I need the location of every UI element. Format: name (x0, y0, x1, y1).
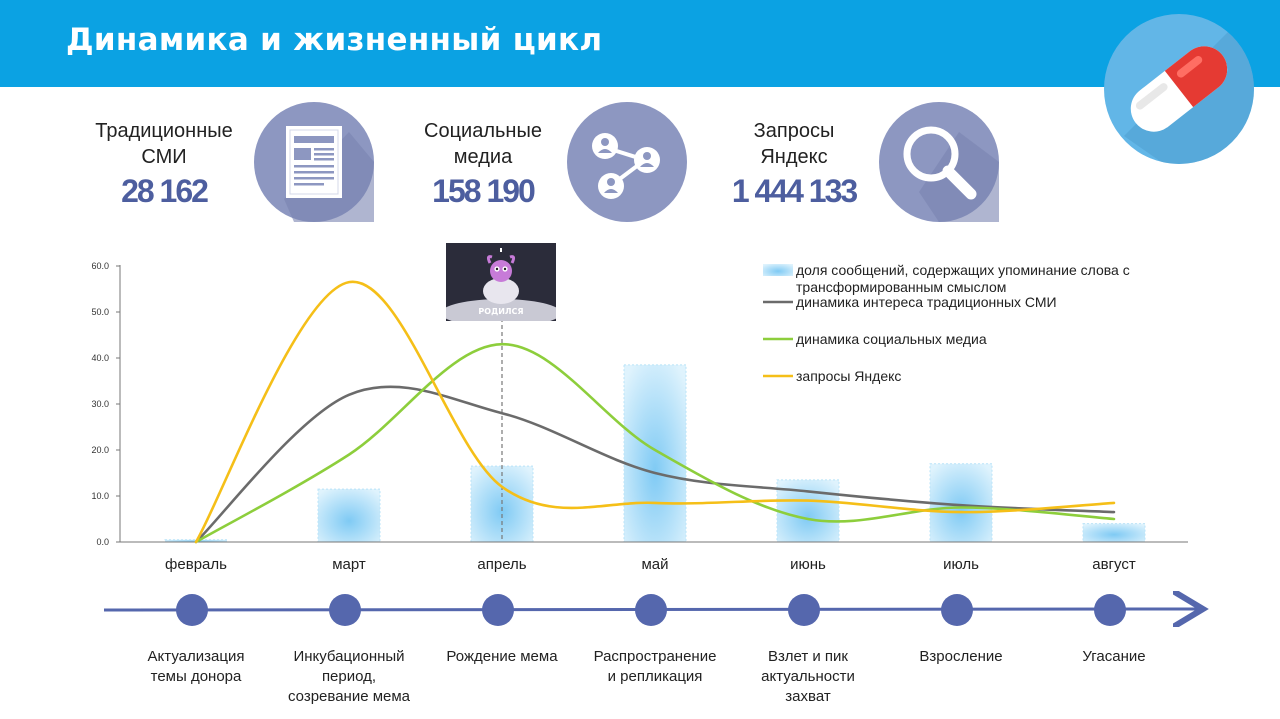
stat-label: медиа (453, 146, 513, 168)
y-tick-label: 0.0 (96, 537, 109, 547)
meme-caption: РОДИЛСЯ (478, 307, 524, 316)
legend: доля сообщений, содержащих упоминание сл… (763, 262, 1130, 384)
legend-label: доля сообщений, содержащих упоминание сл… (796, 262, 1130, 278)
timeline-node (635, 594, 667, 626)
stage-label: период, (322, 668, 376, 685)
newspaper-icon (254, 102, 374, 222)
month-label: март (332, 556, 366, 573)
y-tick-label: 50.0 (91, 307, 109, 317)
page-title: Динамика и жизненный цикл (66, 22, 603, 58)
month-label: май (641, 556, 668, 573)
header-bar (0, 0, 1280, 87)
month-label: июнь (790, 556, 826, 573)
stage-label: актуальности (761, 668, 855, 685)
y-tick-label: 40.0 (91, 353, 109, 363)
y-tick-label: 60.0 (91, 261, 109, 271)
stat-yandex-queries: Запросы Яндекс 1 444 133 (709, 118, 879, 208)
magnifier-icon (879, 102, 999, 222)
timeline-node (329, 594, 361, 626)
stat-social-media: Социальные медиа 158 190 (398, 118, 568, 208)
x-labels: февраль март апрель май июнь июль август (165, 556, 1136, 573)
bar-3 (623, 364, 687, 543)
stat-value: 28 162 (121, 173, 209, 209)
stage-label: Взлет и пик (768, 648, 848, 665)
stage-label: темы донора (151, 668, 242, 685)
stage-label: Инкубационный (293, 648, 404, 665)
timeline-node (1094, 594, 1126, 626)
month-label: февраль (165, 556, 227, 573)
stat-value: 1 444 133 (731, 173, 858, 209)
stage-label: Угасание (1082, 648, 1145, 665)
social-line (194, 342, 1116, 544)
timeline-node (941, 594, 973, 626)
bar-1 (317, 488, 381, 543)
stat-traditional-media: Традиционные СМИ 28 162 (79, 118, 249, 208)
media-line (194, 385, 1116, 544)
timeline-node (788, 594, 820, 626)
y-tick-label: 10.0 (91, 491, 109, 501)
pill-icon (1104, 14, 1254, 164)
timeline-node (482, 594, 514, 626)
bars-layer (164, 364, 1146, 543)
month-label: август (1092, 556, 1136, 573)
stage-label: Распространение (594, 648, 717, 665)
legend-label: запросы Яндекс (796, 368, 901, 384)
timeline-node (176, 594, 208, 626)
legend-label: динамика социальных медиа (796, 331, 987, 347)
lines-layer (194, 280, 1116, 544)
yandex-line (194, 280, 1116, 544)
stat-label: СМИ (141, 146, 187, 168)
stat-label: Социальные (424, 120, 542, 142)
stage-label: и репликация (608, 668, 703, 685)
stage-label: Актуализация (148, 648, 245, 665)
stat-label: Запросы (753, 120, 835, 142)
y-tick-label: 20.0 (91, 445, 109, 455)
stage-label: Рождение мема (446, 648, 558, 665)
stage-label: созревание мема (288, 688, 411, 705)
month-label: июль (943, 556, 979, 573)
share-network-icon (567, 102, 687, 222)
legend-bar-swatch (763, 264, 793, 276)
y-tick-label: 30.0 (91, 399, 109, 409)
y-ticks: 60.0 50.0 40.0 30.0 20.0 10.0 0.0 (91, 261, 120, 547)
stage-label: Взросление (919, 648, 1002, 665)
legend-label: динамика интереса традиционных СМИ (796, 294, 1057, 310)
bar-6 (1082, 523, 1146, 543)
legend-label: трансформированным смыслом (796, 279, 1006, 295)
stage-label: захват (785, 688, 831, 705)
meme-image: РОДИЛСЯ (446, 243, 556, 321)
month-label: апрель (477, 556, 526, 573)
stat-value: 158 190 (432, 173, 536, 209)
stat-label: Яндекс (760, 146, 828, 168)
timeline: Актуализация темы донора Инкубационный пери… (103, 594, 1200, 705)
stat-label: Традиционные (95, 120, 233, 142)
